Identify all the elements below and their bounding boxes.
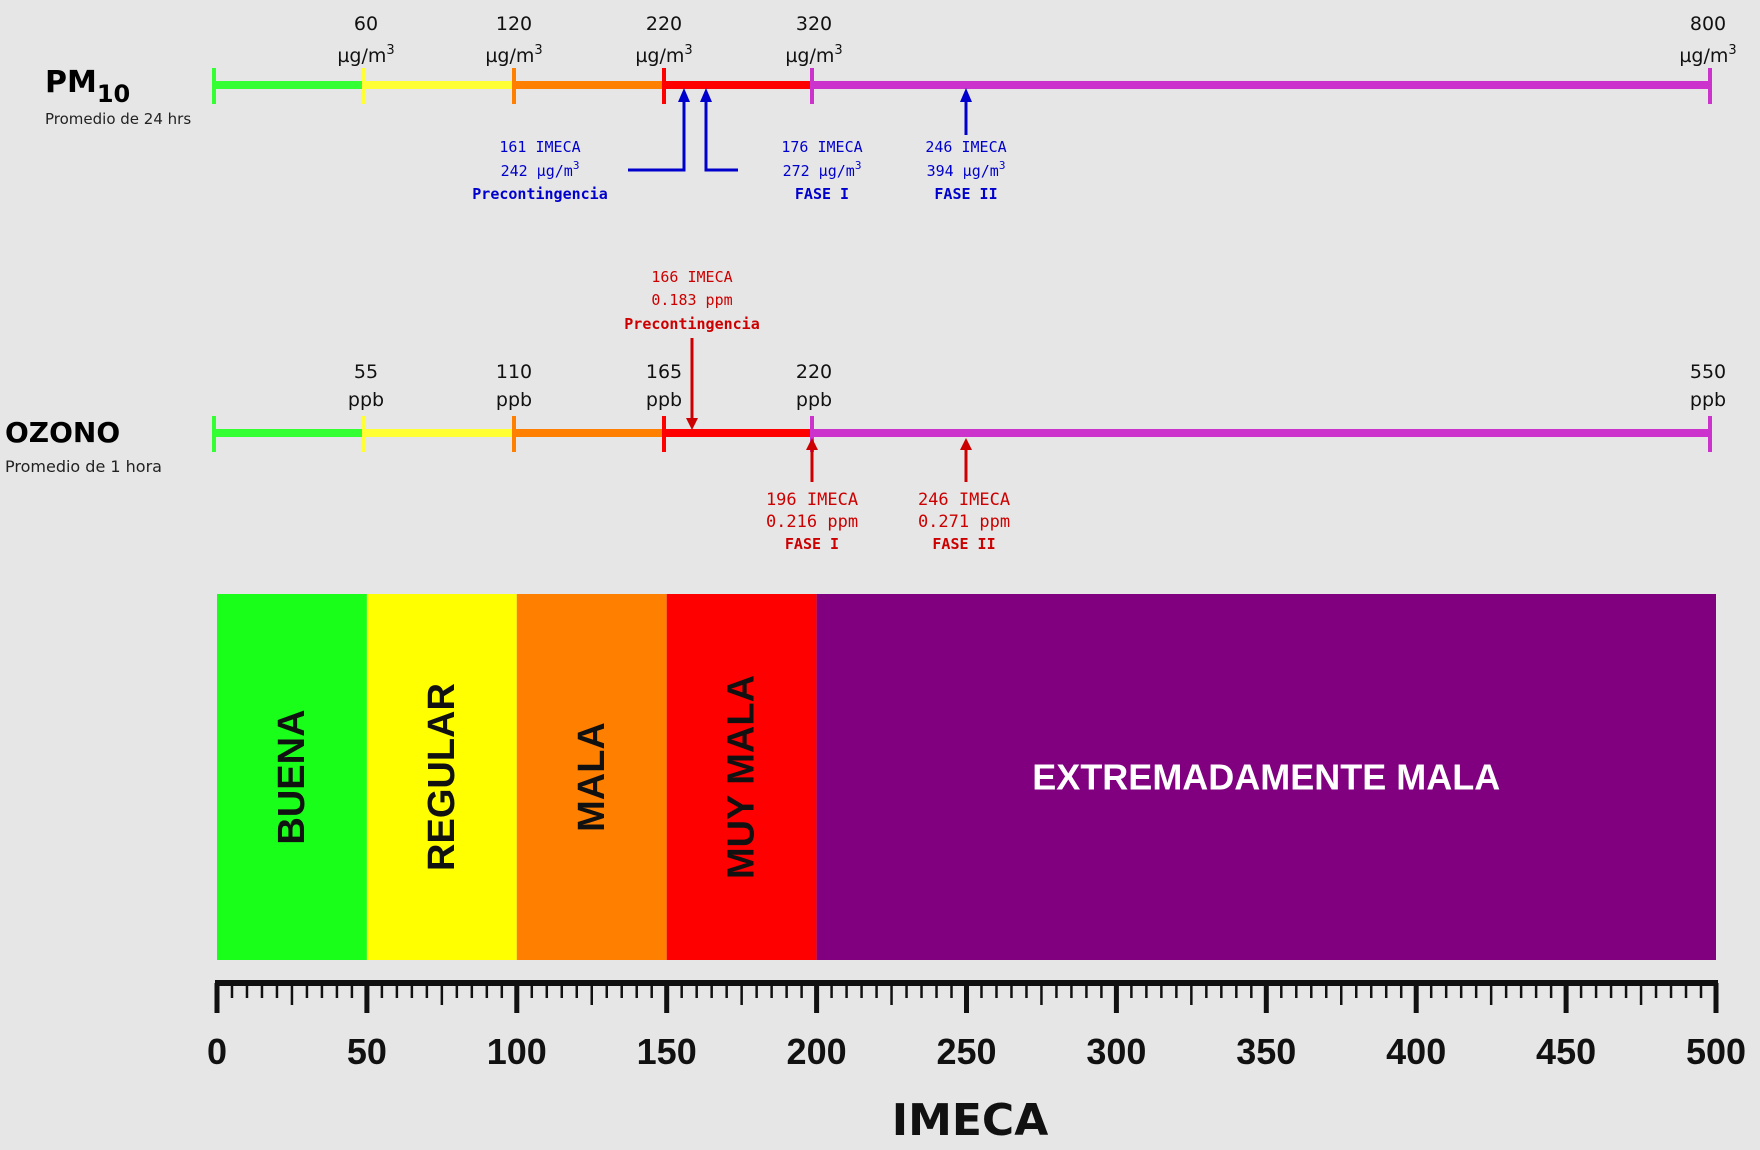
category-blocks: BUENA REGULAR MALA MUY MALA EXTREMADAMENTE M…: [217, 594, 1716, 960]
ozono-tick-value: 550: [1690, 361, 1726, 383]
pm10-annotation-imeca: 161 IMECA: [499, 138, 580, 156]
category-label: MALA: [571, 722, 613, 832]
ozono-annotations-bottom: 196 IMECA 0.216 ppm FASE I 246 IMECA 0.2…: [766, 490, 1010, 553]
imeca-scale: 0 50 100 150 200 250 300 350 400 450 500: [207, 980, 1746, 1072]
category-label: REGULAR: [421, 683, 463, 871]
pm10-annotation-imeca: 246 IMECA: [925, 138, 1006, 156]
pm10-tick-value: 120: [496, 13, 532, 35]
pm10-annotation-level: FASE I: [795, 185, 849, 203]
scale-tick-label: 150: [637, 1031, 697, 1072]
ozono-arrows: [690, 338, 968, 482]
scale-tick-label: 300: [1086, 1031, 1146, 1072]
category-block-regular: [366, 594, 517, 960]
ozono-tick-unit: ppb: [646, 389, 682, 411]
arrow-head-icon: [678, 88, 690, 102]
ozono-tick-unit: ppb: [348, 389, 384, 411]
arrow-head-icon: [960, 438, 972, 450]
category-label: MUY MALA: [721, 675, 763, 879]
scale-tick-label: 50: [347, 1031, 387, 1072]
pm10-tick-unit: µg/m3: [1679, 43, 1736, 67]
pm10-row: PM10 Promedio de 24 hrs 60 µg/m3 120 µg/…: [45, 13, 1737, 203]
pm10-annotation-conc: 242 µg/m3: [501, 159, 580, 180]
ozono-annotation-top: 166 IMECA 0.183 ppm Precontingencia: [624, 268, 759, 333]
ozono-annotation-conc: 0.271 ppm: [918, 512, 1010, 532]
pm10-tick-unit: µg/m3: [337, 43, 394, 67]
arrow-head-icon: [806, 438, 818, 450]
ozono-annotation-level: FASE II: [932, 535, 995, 553]
arrow-head-icon: [960, 88, 972, 102]
ozono-tick-value: 110: [496, 361, 532, 383]
pm10-annotation-level: Precontingencia: [472, 185, 607, 203]
category-block-mala: [516, 594, 667, 960]
ozono-tick-unit: ppb: [496, 389, 532, 411]
pm10-annotation-conc: 272 µg/m3: [783, 159, 862, 180]
scale-tick-label: 450: [1536, 1031, 1596, 1072]
pm10-tick-value: 800: [1690, 13, 1726, 35]
pm10-annotations: 161 IMECA 242 µg/m3 Precontingencia 176 …: [472, 138, 1006, 203]
category-label: BUENA: [271, 709, 313, 844]
ozono-annotation-imeca: 196 IMECA: [766, 490, 858, 510]
ozono-tick-value: 165: [646, 361, 682, 383]
pm10-annotation-level: FASE II: [934, 185, 997, 203]
arrow-head-icon: [686, 418, 698, 430]
ozono-annotation-imeca: 246 IMECA: [918, 490, 1010, 510]
category-block-extremadamente-mala: [816, 594, 1716, 960]
ozono-tick-value: 220: [796, 361, 832, 383]
pm10-arrow-fase1: [704, 92, 738, 172]
category-block-muy-mala: [666, 594, 817, 960]
pm10-note: Promedio de 24 hrs: [45, 110, 191, 128]
ozono-tick-unit: ppb: [1690, 389, 1726, 411]
ozono-annotation-conc: 0.183 ppm: [651, 291, 732, 309]
ozono-tick-value: 55: [354, 361, 378, 383]
scale-tick-label: 350: [1236, 1031, 1296, 1072]
pm10-tick-value: 220: [646, 13, 682, 35]
pm10-annotation-imeca: 176 IMECA: [781, 138, 862, 156]
pm10-arrow-precontingencia: [628, 92, 686, 172]
pm10-tick-unit: µg/m3: [635, 43, 692, 67]
pm10-title: PM10: [45, 65, 130, 108]
scale-title: IMECA: [892, 1095, 1049, 1146]
category-label: EXTREMADAMENTE MALA: [1032, 757, 1500, 798]
scale-tick-label: 500: [1686, 1031, 1746, 1072]
pm10-arrows: [628, 92, 968, 172]
ozono-annotation-conc: 0.216 ppm: [766, 512, 858, 532]
category-block-buena: [217, 594, 367, 960]
scale-tick-label: 400: [1386, 1031, 1446, 1072]
ozono-annotation-level: Precontingencia: [624, 315, 759, 333]
pm10-tick-value: 320: [796, 13, 832, 35]
ozono-row: 166 IMECA 0.183 ppm Precontingencia OZON…: [5, 268, 1726, 553]
ozono-note: Promedio de 1 hora: [5, 457, 162, 476]
pm10-tick-value: 60: [354, 13, 378, 35]
pm10-tick-unit: µg/m3: [485, 43, 542, 67]
scale-tick-label: 200: [787, 1031, 847, 1072]
ozono-title: OZONO: [5, 416, 120, 449]
scale-tick-label: 250: [936, 1031, 996, 1072]
pm10-annotation-conc: 394 µg/m3: [927, 159, 1006, 180]
pm10-tick-unit: µg/m3: [785, 43, 842, 67]
ozono-annotation-level: FASE I: [785, 535, 839, 553]
ozono-tick-unit: ppb: [796, 389, 832, 411]
ozono-annotation-imeca: 166 IMECA: [651, 268, 732, 286]
scale-tick-label: 0: [207, 1031, 227, 1072]
arrow-head-icon: [700, 88, 712, 102]
scale-tick-label: 100: [487, 1031, 547, 1072]
